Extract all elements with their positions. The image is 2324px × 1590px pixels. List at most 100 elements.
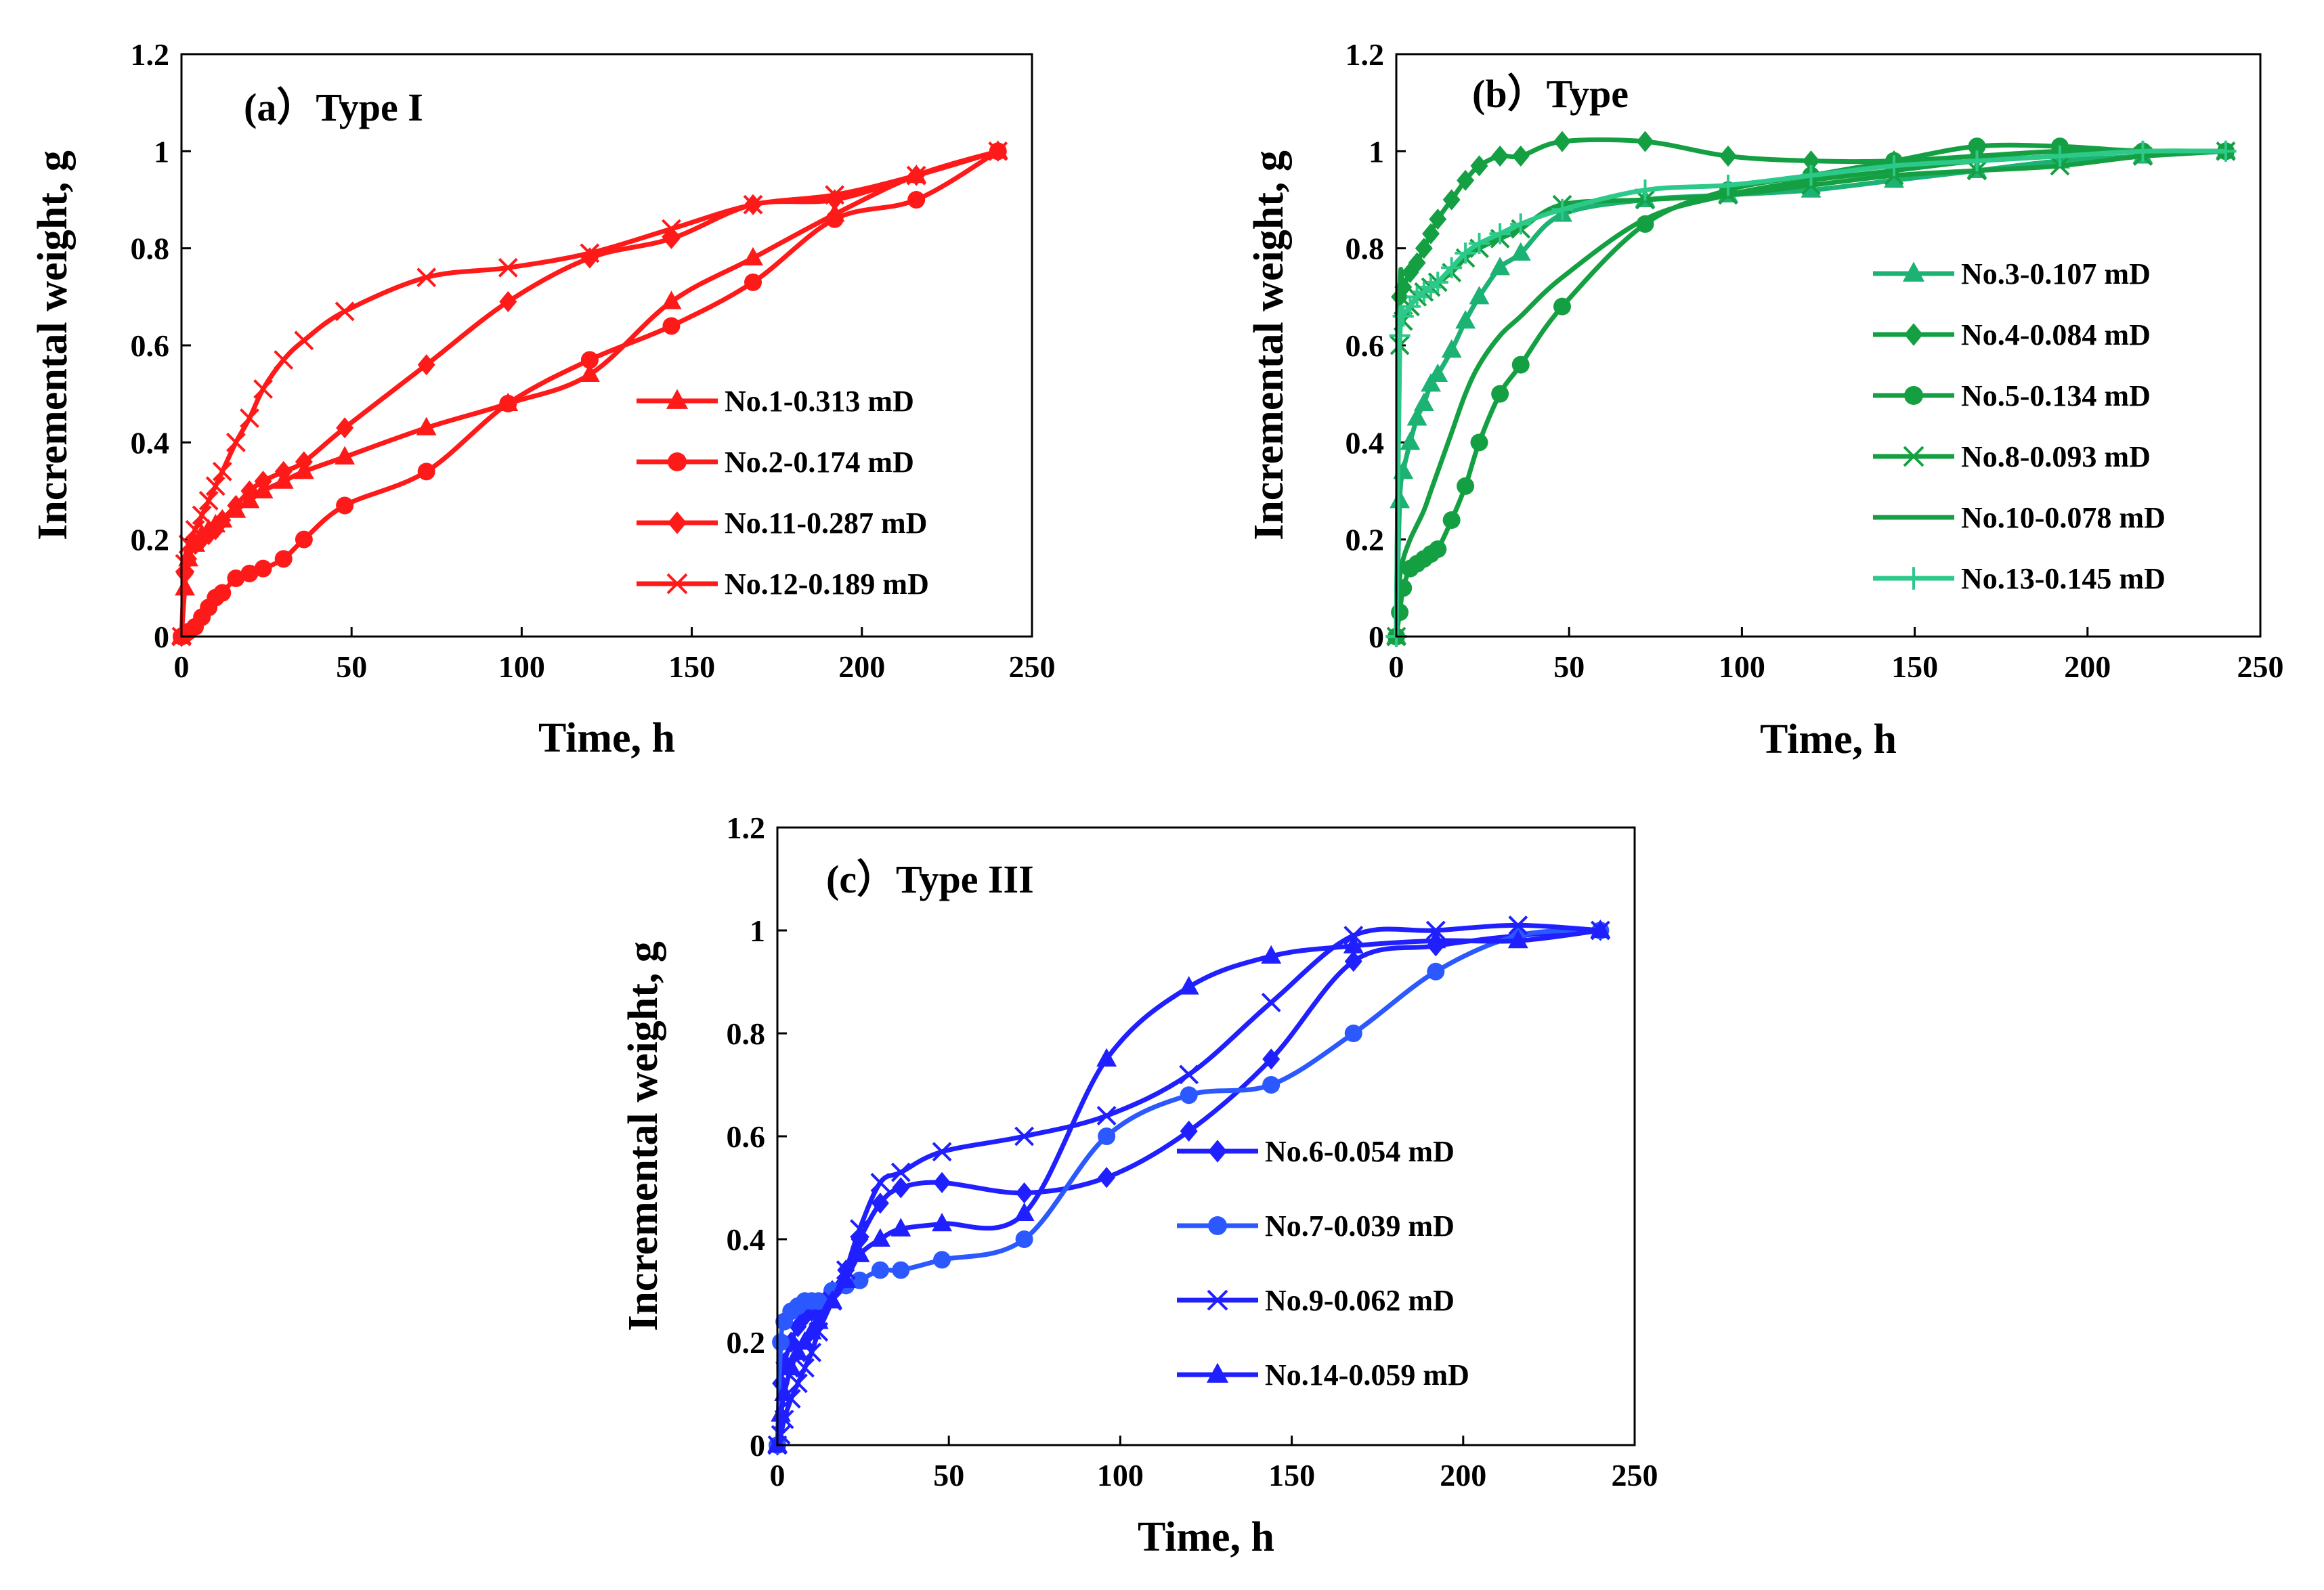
data-point	[1510, 213, 1532, 235]
x-tick-label: 100	[1719, 649, 1765, 684]
data-point	[1015, 1230, 1033, 1248]
data-point	[1261, 945, 1282, 964]
data-point	[1966, 150, 1988, 172]
data-point	[870, 1172, 890, 1192]
data-point	[1553, 131, 1571, 152]
data-point	[1442, 189, 1461, 211]
data-point	[2215, 140, 2237, 162]
y-tick-label: 0.8	[727, 1016, 766, 1051]
x-tick-label: 50	[336, 649, 367, 684]
legend-entry: No.5-0.134 mD	[1873, 379, 2151, 412]
data-point	[1413, 392, 1434, 412]
data-point	[772, 1333, 790, 1351]
data-point	[1455, 309, 1476, 329]
data-point	[2049, 145, 2071, 167]
data-point	[416, 267, 437, 288]
legend-marker	[1208, 1216, 1227, 1235]
legend-marker	[1902, 567, 1925, 590]
data-point	[1968, 137, 1986, 156]
x-tick-label: 200	[1440, 1458, 1486, 1492]
data-point	[1262, 1076, 1281, 1094]
data-point	[1553, 297, 1571, 316]
x-tick-label: 100	[498, 649, 545, 684]
data-point	[789, 1316, 807, 1337]
data-point	[1441, 257, 1463, 278]
data-point	[295, 451, 313, 473]
data-point	[1415, 238, 1433, 259]
data-point	[662, 219, 681, 239]
chart-panel-c: (c）Type III 0 50 100 150 200 250 0 0.2 0.4 0.6 0.8 1…	[620, 811, 1658, 1560]
y-tick-label: 1	[1369, 134, 1384, 169]
data-point	[869, 1228, 890, 1247]
data-point	[335, 301, 355, 322]
data-point	[213, 584, 232, 602]
legend-marker	[666, 389, 689, 409]
data-point	[1510, 242, 1531, 261]
data-point	[1098, 1127, 1116, 1145]
data-point	[1441, 339, 1462, 358]
x-tick-label: 250	[1612, 1458, 1658, 1492]
y-tick-label: 0.2	[1346, 523, 1385, 557]
data-point	[1425, 929, 1446, 949]
plot-frame-b	[1395, 53, 2262, 638]
y-tick-label: 0.4	[1346, 425, 1385, 460]
chart-title: (a）Type I	[244, 85, 423, 129]
y-tick-label: 0.8	[1346, 232, 1385, 266]
data-point	[771, 1403, 792, 1422]
data-point	[892, 1261, 910, 1279]
data-point	[205, 476, 225, 496]
legend-label: No.2-0.174 mD	[725, 446, 914, 479]
x-tick-label: 150	[668, 649, 715, 684]
data-point	[416, 416, 437, 435]
series-No.14-0.059 mD	[767, 919, 1611, 1453]
data-point	[335, 446, 356, 465]
legend-entry: No.7-0.039 mD	[1177, 1209, 1455, 1243]
data-point	[417, 463, 435, 481]
data-point	[1427, 962, 1445, 981]
legend-entry: No.13-0.145 mD	[1873, 562, 2166, 595]
legend-entry: No.11-0.287 mD	[637, 507, 927, 540]
data-point	[1421, 373, 1441, 392]
data-point	[1457, 169, 1475, 191]
y-axis-title: Incremental weight, g	[1246, 150, 1292, 540]
legend-label: No.6-0.054 mD	[1265, 1135, 1455, 1168]
x-axis-title: Time, h	[538, 715, 675, 761]
x-axis-title: Time, h	[1138, 1514, 1274, 1560]
data-point	[274, 350, 294, 370]
data-point	[1096, 1048, 1117, 1067]
legend-label: No.3-0.107 mD	[1961, 257, 2151, 291]
data-point	[1884, 169, 1904, 188]
data-point	[212, 461, 232, 481]
data-point	[1427, 363, 1448, 383]
data-point	[185, 519, 205, 540]
data-point	[774, 1382, 795, 1402]
data-point	[1389, 325, 1411, 347]
x-tick-label: 0	[1389, 649, 1404, 684]
data-point	[662, 228, 681, 249]
data-point	[825, 185, 845, 205]
data-point	[871, 1261, 889, 1279]
data-point	[1098, 1167, 1116, 1188]
data-point	[417, 354, 435, 376]
data-point	[580, 351, 599, 369]
data-point	[932, 1142, 952, 1162]
data-point	[933, 1172, 951, 1193]
y-tick-label: 0	[154, 620, 169, 654]
legend-label: No.9-0.062 mD	[1265, 1284, 1455, 1317]
data-point	[907, 191, 926, 209]
legend-label: No.13-0.145 mD	[1961, 562, 2166, 595]
data-point	[240, 408, 259, 428]
data-point	[1469, 286, 1490, 305]
legend-entry: No.6-0.054 mD	[1177, 1135, 1455, 1168]
data-point	[906, 165, 926, 186]
data-point	[1457, 477, 1475, 495]
legend-label: No.11-0.287 mD	[725, 507, 927, 540]
data-point	[1719, 145, 1737, 167]
data-point	[1261, 992, 1281, 1012]
x-tick-label: 250	[1009, 649, 1056, 684]
data-point	[849, 1243, 870, 1262]
data-point	[781, 1356, 802, 1376]
data-point	[579, 363, 600, 383]
data-point	[890, 1218, 911, 1237]
data-point	[240, 480, 259, 502]
